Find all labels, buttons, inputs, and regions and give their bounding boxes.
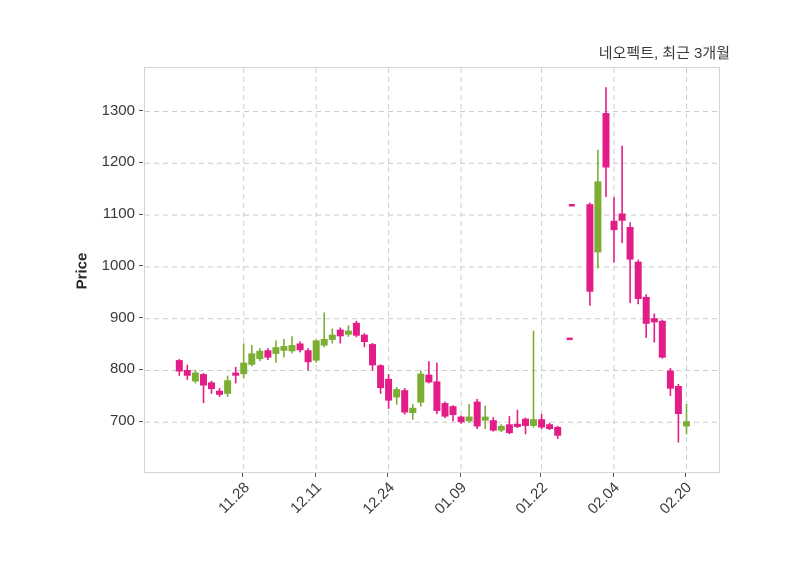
candlestick — [441, 403, 449, 417]
candlestick — [256, 350, 264, 360]
x-tick-label: 11.28 — [214, 479, 253, 517]
y-axis-tick — [139, 110, 143, 111]
candlestick — [610, 220, 618, 231]
y-tick-label: 900 — [109, 308, 135, 326]
candlestick — [360, 334, 368, 342]
candlestick — [191, 372, 199, 382]
candlestick — [328, 334, 336, 340]
y-axis-tick — [139, 213, 143, 215]
x-tick-label: 01.09 — [431, 479, 471, 518]
candlestick — [433, 381, 441, 411]
candlestick — [568, 204, 575, 207]
candlestick — [505, 424, 513, 434]
candlestick — [594, 181, 602, 253]
candlestick — [304, 350, 312, 363]
y-tick-label: 1000 — [101, 256, 135, 274]
candlestick — [618, 213, 626, 221]
x-tick-label: 01.22 — [511, 479, 551, 518]
candlestick — [369, 344, 376, 366]
candlestick — [401, 390, 409, 413]
candlestick — [674, 386, 682, 414]
y-tick-label: 800 — [109, 360, 135, 378]
candlestick — [385, 378, 393, 401]
x-axis-tick — [684, 473, 686, 477]
candlestick — [546, 424, 554, 429]
candlestick — [666, 370, 674, 389]
candlestick — [296, 343, 304, 351]
candlestick — [320, 338, 328, 346]
candlestick — [586, 204, 594, 292]
candlestick — [634, 261, 642, 299]
candles-svg — [145, 68, 719, 472]
x-axis-tick — [459, 473, 461, 477]
candlestick — [232, 372, 240, 376]
chart-title: 네오펙트, 최근 3개월 — [598, 45, 730, 62]
y-tick-label: 700 — [109, 412, 135, 430]
candlestick — [497, 425, 505, 431]
candlestick — [683, 421, 690, 427]
x-axis-tick — [314, 473, 316, 477]
y-axis-tick — [139, 420, 143, 422]
plot-area — [144, 67, 720, 473]
candlestick — [352, 322, 360, 336]
candlestick — [344, 330, 352, 335]
candlestick — [183, 370, 191, 376]
candlestick — [425, 374, 433, 383]
x-axis-tick — [242, 473, 244, 477]
y-axis-tick — [139, 317, 143, 319]
candlestick — [473, 401, 481, 427]
candlestick — [409, 407, 417, 413]
candlestick — [522, 418, 529, 426]
candlestick — [240, 362, 248, 375]
candlestick — [481, 416, 489, 421]
candlestick — [264, 350, 272, 358]
candlestick — [554, 426, 562, 436]
y-tick-label: 1300 — [101, 101, 135, 119]
candlestick — [224, 380, 232, 394]
candlestick — [417, 373, 425, 403]
candlestick — [200, 374, 207, 386]
y-tick-label: 1200 — [101, 153, 135, 171]
candlestick — [312, 340, 320, 361]
candlestick — [513, 423, 521, 427]
x-tick-label: 02.20 — [656, 479, 696, 518]
candlestick — [566, 337, 573, 341]
x-tick-label: 02.04 — [584, 479, 624, 518]
y-axis-tick — [139, 368, 143, 370]
candlestick — [336, 329, 344, 337]
y-axis-tick — [139, 265, 143, 267]
candlestick — [272, 347, 280, 354]
candlestick — [377, 365, 385, 389]
candlestick — [248, 353, 256, 365]
candlestick — [602, 113, 610, 168]
candlestick — [489, 420, 497, 431]
candlestick — [449, 406, 457, 415]
candlestick — [288, 345, 296, 352]
candlestick — [280, 346, 288, 351]
candlestick — [175, 360, 183, 372]
candlestick — [393, 389, 401, 398]
x-tick-label: 12.24 — [359, 479, 398, 518]
candlestick — [538, 419, 546, 428]
x-tick-label: 12.11 — [287, 479, 326, 517]
candlestick — [650, 318, 658, 323]
candlestick — [658, 320, 666, 358]
y-axis-tick — [139, 161, 143, 163]
candlestick — [626, 227, 634, 260]
y-tick-label: 1100 — [102, 205, 135, 223]
candlestick — [465, 416, 473, 422]
candlestick — [642, 296, 650, 324]
x-axis-tick — [540, 473, 542, 477]
candlestick — [530, 419, 537, 426]
x-axis-tick — [612, 473, 614, 477]
candlestick — [208, 382, 215, 390]
candlestick — [457, 416, 465, 423]
x-axis-tick — [387, 473, 389, 477]
candlestick — [216, 390, 223, 395]
